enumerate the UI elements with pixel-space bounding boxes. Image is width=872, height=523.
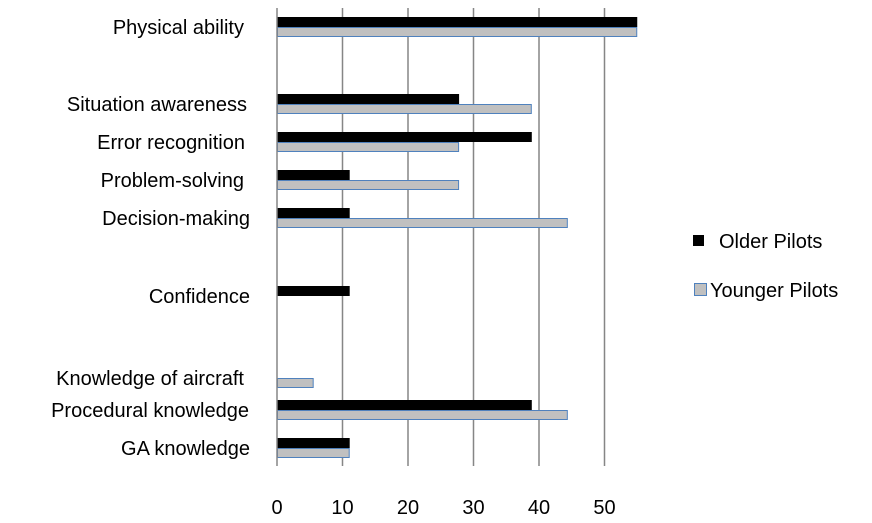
bar-older-8 [277, 438, 350, 448]
tick-labels: 0 10 20 30 40 50 [271, 497, 615, 519]
bar-younger-4 [277, 218, 568, 228]
bar-younger-7 [277, 410, 568, 420]
bar-younger-8 [277, 448, 350, 458]
tick-label-20: 20 [397, 497, 419, 519]
bar-older-5 [277, 286, 350, 296]
bar-younger-3 [277, 180, 460, 190]
tick-label-40: 40 [528, 497, 550, 519]
legend-label-older: Older Pilots [719, 231, 822, 253]
legend-label-younger: Younger Pilots [710, 280, 838, 302]
bar-older-1 [277, 94, 460, 104]
legend-swatch-younger [694, 283, 707, 296]
bar-older-4 [277, 208, 350, 218]
bar-younger-2 [277, 142, 460, 152]
category-label: Physical ability [113, 17, 244, 39]
tick-label-50: 50 [593, 497, 615, 519]
bar-younger-0 [277, 27, 638, 37]
bar-younger-6 [277, 378, 314, 388]
legend: Older Pilots Younger Pilots [693, 231, 838, 302]
bar-older-7 [277, 400, 532, 410]
grid-lines [341, 8, 606, 466]
bar-older-3 [277, 170, 350, 180]
category-label: Procedural knowledge [51, 400, 249, 422]
category-label: Decision-making [102, 208, 250, 230]
category-label: Knowledge of aircraft [56, 368, 244, 390]
category-label: Problem-solving [101, 170, 244, 192]
category-label: Confidence [149, 286, 250, 308]
tick-label-10: 10 [331, 497, 353, 519]
tick-label-0: 0 [271, 497, 282, 519]
bars [277, 17, 638, 458]
bar-younger-1 [277, 104, 532, 114]
category-labels: Physical ability Situation awareness Error… [51, 17, 250, 460]
legend-swatch-older [693, 235, 704, 246]
tick-label-30: 30 [462, 497, 484, 519]
category-label: GA knowledge [121, 438, 250, 460]
bar-older-2 [277, 132, 532, 142]
category-label: Situation awareness [67, 94, 247, 116]
bar-older-0 [277, 17, 638, 27]
category-label: Error recognition [97, 132, 245, 154]
